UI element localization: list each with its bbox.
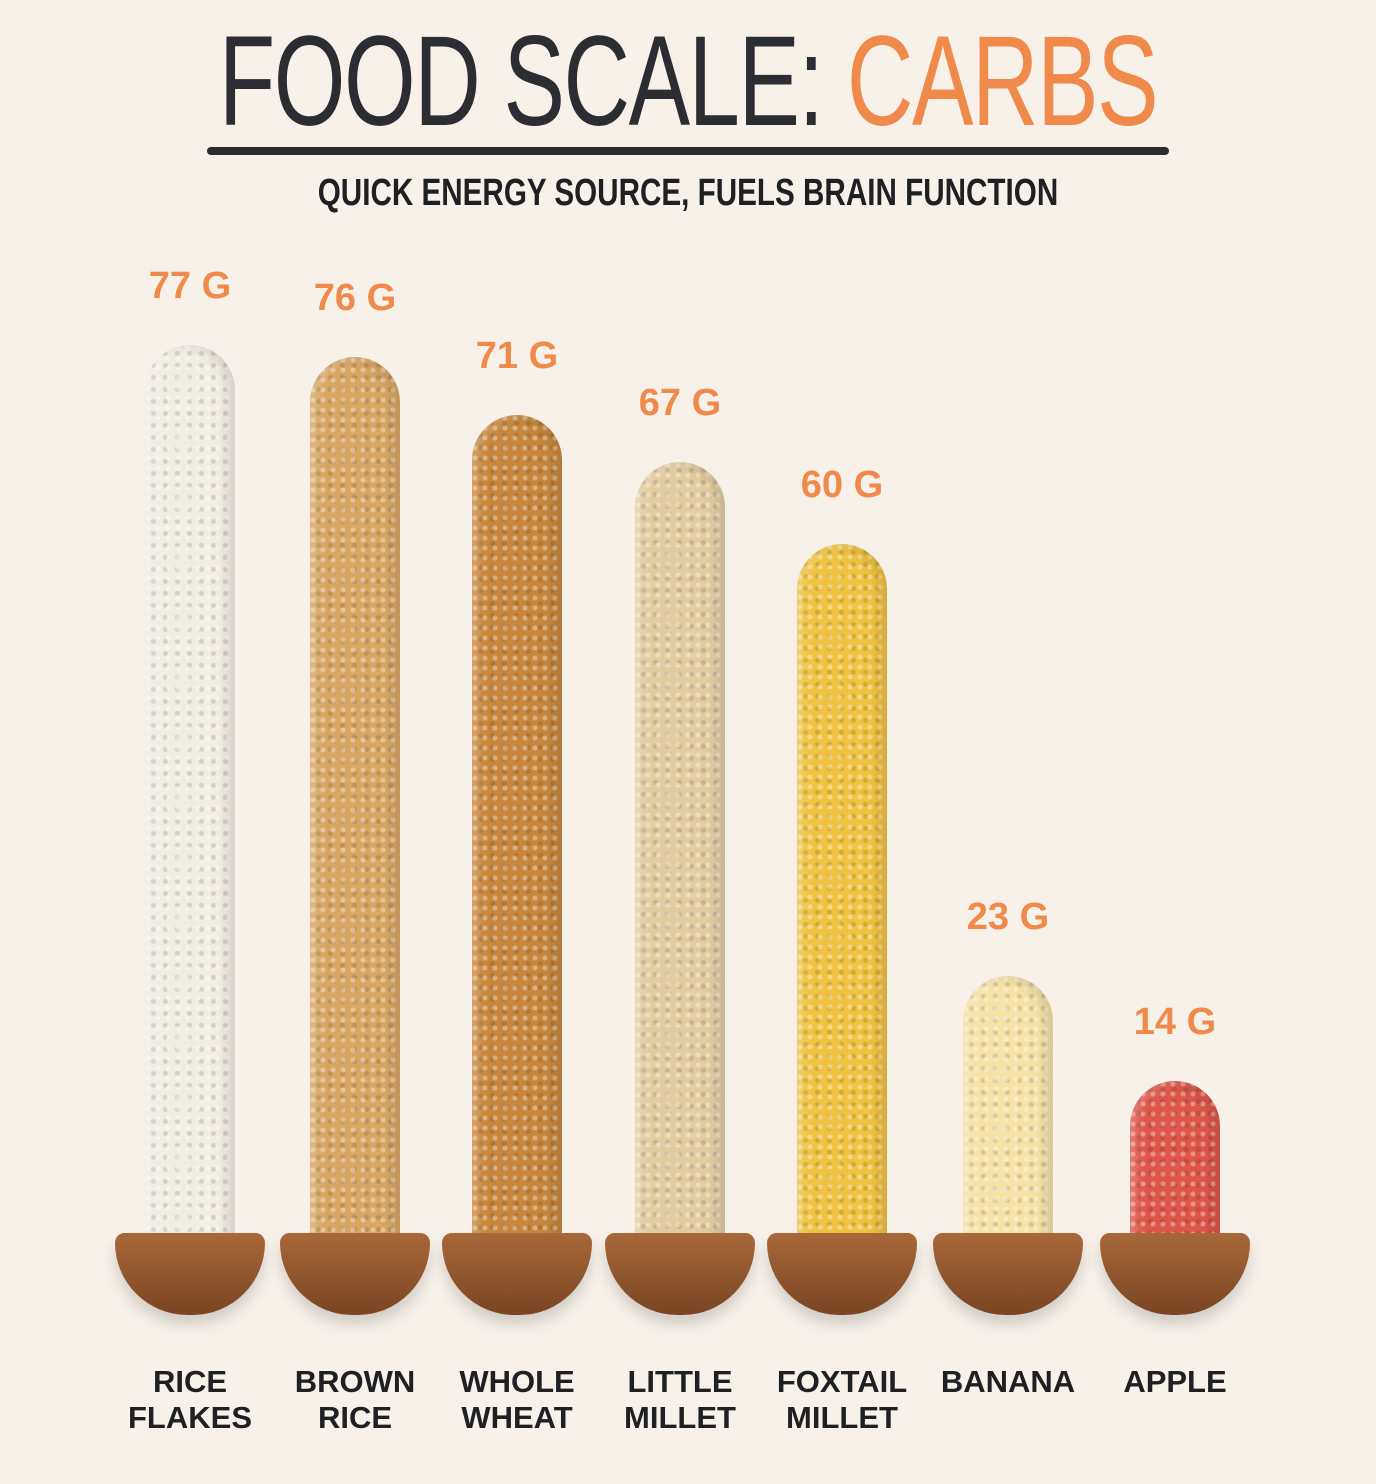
bar <box>145 345 235 1245</box>
bowl <box>767 1233 917 1315</box>
value-label: 60 G <box>800 463 884 506</box>
bowl <box>605 1233 755 1315</box>
title-highlight: CARBS <box>846 10 1159 153</box>
category-label: BROWN RICE <box>294 1364 416 1435</box>
title: FOOD SCALE: CARBS <box>193 8 1184 155</box>
value-label: 71 G <box>475 335 559 378</box>
subtitle: QUICK ENERGY SOURCE, FUELS BRAIN FUNCTIO… <box>317 172 1059 214</box>
category-label: BANANA <box>940 1364 1076 1399</box>
value-label: 23 G <box>966 896 1050 939</box>
bowl <box>933 1233 1083 1315</box>
category-label: FOXTAIL MILLET <box>776 1364 908 1435</box>
bowl <box>1100 1233 1250 1315</box>
value-label: 14 G <box>1133 1001 1217 1044</box>
category-label: LITTLE MILLET <box>624 1364 736 1435</box>
category-label: APPLE <box>1123 1364 1227 1399</box>
bar <box>635 461 725 1245</box>
category-label: WHOLE WHEAT <box>459 1364 575 1435</box>
value-label: 67 G <box>638 381 722 424</box>
bar <box>797 543 887 1245</box>
bowl <box>442 1233 592 1315</box>
bowl <box>115 1233 265 1315</box>
category-label: RICE FLAKES <box>128 1364 252 1435</box>
bar <box>310 356 400 1245</box>
bar <box>1130 1081 1220 1245</box>
title-main: FOOD SCALE: <box>218 10 824 153</box>
bowl <box>280 1233 430 1315</box>
bar <box>472 415 562 1245</box>
bar <box>963 976 1053 1245</box>
value-label: 76 G <box>313 276 397 319</box>
value-label: 77 G <box>148 265 232 307</box>
title-underline <box>207 147 1169 155</box>
